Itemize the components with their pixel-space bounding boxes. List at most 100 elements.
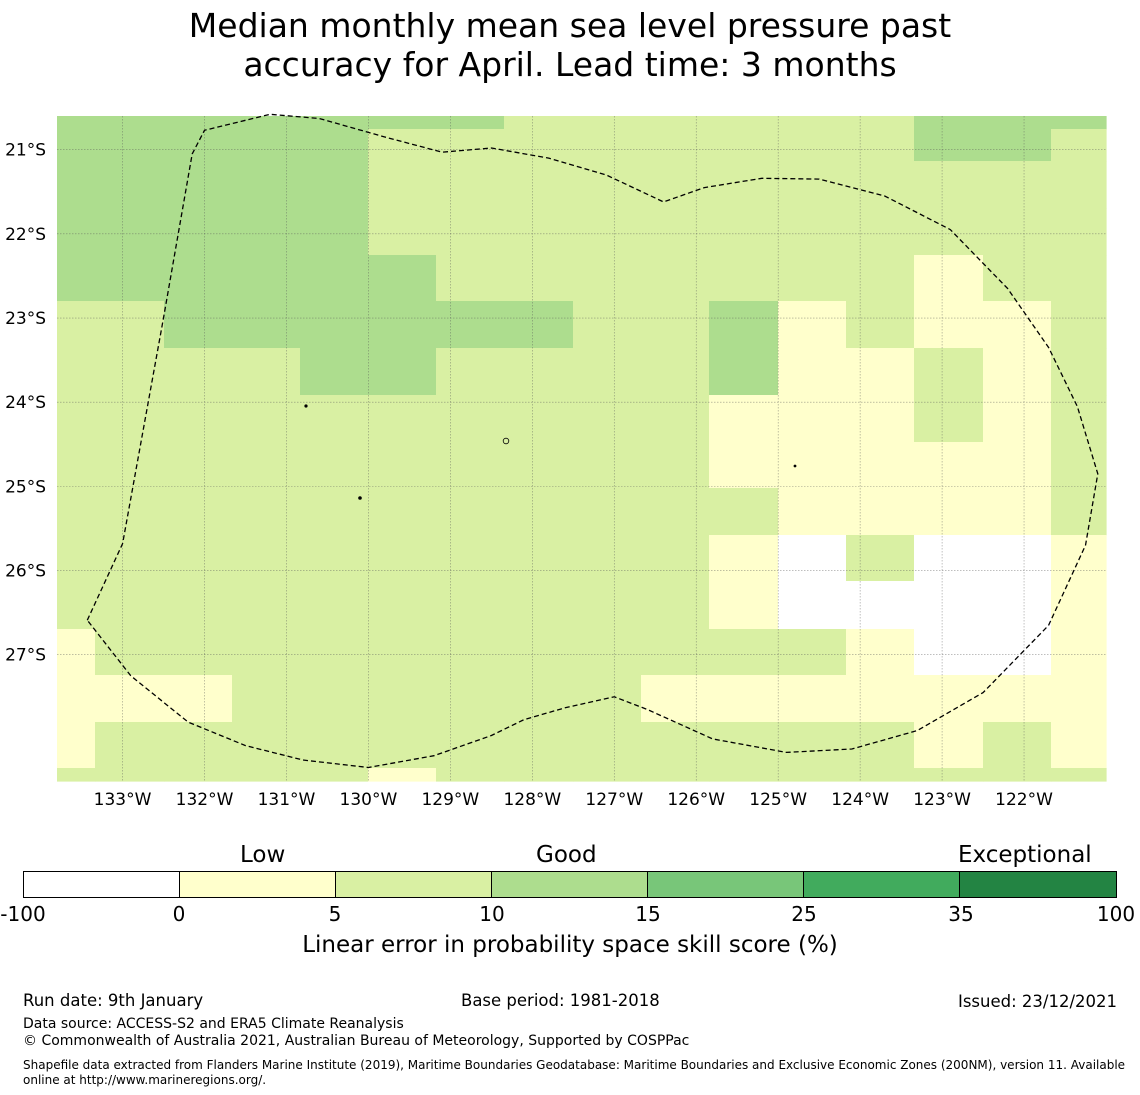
grid-cell	[641, 629, 710, 676]
grid-cell	[95, 129, 165, 162]
grid-cell	[368, 208, 437, 256]
grid-cell	[641, 675, 710, 723]
grid-cell	[983, 255, 1052, 302]
grid-cell	[436, 442, 505, 489]
grid-cell	[641, 301, 710, 349]
latitude-labels: 21°S 22°S 23°S 24°S 25°S 26°S 27°S	[5, 141, 46, 666]
grid-cell	[164, 255, 233, 302]
grid-cell	[232, 129, 301, 162]
grid-cell	[573, 488, 642, 536]
grid-cell	[504, 208, 574, 256]
grid-cell	[57, 129, 96, 162]
grid-cell	[436, 161, 505, 209]
grid-cell	[641, 208, 710, 256]
grid-cell	[778, 116, 847, 130]
latitude-label: 26°S	[5, 562, 46, 582]
grid-cell	[95, 348, 165, 396]
grid-cell	[368, 675, 437, 723]
grid-cell	[709, 488, 779, 536]
grid-cell	[846, 395, 915, 443]
grid-cell	[57, 348, 96, 396]
grid-cell	[368, 629, 437, 676]
grid-cell	[164, 488, 233, 536]
latitude-label: 27°S	[5, 646, 46, 666]
grid-cell	[641, 255, 710, 302]
grid-cell	[709, 535, 779, 582]
colorbar-tick: -100	[0, 902, 46, 926]
grid-cell	[778, 301, 847, 349]
grid-cell	[300, 768, 369, 782]
grid-cell	[983, 488, 1052, 536]
grid-cell	[164, 581, 233, 630]
grid-cell	[368, 116, 437, 130]
grid-cell	[573, 129, 642, 162]
grid-cell	[504, 675, 574, 723]
grid-cell	[914, 442, 984, 489]
grid-cell	[983, 675, 1052, 723]
grid-cell	[641, 348, 710, 396]
grid-cell	[436, 535, 505, 582]
grid-cell	[368, 395, 437, 443]
grid-cell	[983, 581, 1052, 630]
grid-cell	[504, 722, 574, 769]
grid-cell	[164, 442, 233, 489]
colorbar-tick: 35	[948, 902, 974, 926]
longitude-label: 123°W	[913, 790, 971, 810]
colorbar-segment	[960, 872, 1116, 897]
grid-cell	[573, 301, 642, 349]
grid-cell	[1051, 675, 1107, 723]
colorbar-segment	[492, 872, 648, 897]
grid-cell	[914, 255, 984, 302]
grid-cell	[709, 675, 779, 723]
grid-cell	[300, 161, 369, 209]
grid-cell	[164, 301, 233, 349]
colorbar-tick: 100	[1096, 902, 1136, 926]
grid-cell	[504, 629, 574, 676]
colorbar-tick: 10	[479, 902, 505, 926]
grid-cell	[1051, 768, 1107, 782]
grid-cell	[1051, 301, 1107, 349]
grid-cell	[95, 301, 165, 349]
grid-cell	[164, 348, 233, 396]
grid-cell	[504, 116, 574, 130]
grid-cell	[573, 348, 642, 396]
grid-cell	[573, 768, 642, 782]
grid-cell	[300, 535, 369, 582]
grid-cell	[1051, 116, 1107, 130]
grid-cell	[983, 116, 1052, 130]
grid-cell	[436, 129, 505, 162]
grid-cell	[436, 768, 505, 782]
grid-cell	[846, 722, 915, 769]
grid-cell	[57, 161, 96, 209]
grid-cell	[504, 581, 574, 630]
grid-cell	[368, 768, 437, 782]
grid-cell	[368, 255, 437, 302]
grid-cell	[95, 208, 165, 256]
islands	[304, 404, 797, 500]
grid-cell	[164, 535, 233, 582]
grid-cell	[846, 116, 915, 130]
grid-cell	[573, 535, 642, 582]
grid-cell	[368, 348, 437, 396]
grid-cell	[641, 535, 710, 582]
grid-cell	[368, 301, 437, 349]
grid-cell	[95, 722, 165, 769]
island	[358, 496, 362, 500]
grid-cell	[641, 488, 710, 536]
grid-cell	[914, 208, 984, 256]
grid-cell	[300, 116, 369, 130]
grid-cell	[778, 488, 847, 536]
grid-cell	[709, 629, 779, 676]
grid-cell	[1051, 581, 1107, 630]
longitude-label: 128°W	[503, 790, 561, 810]
grid-cell	[368, 535, 437, 582]
grid-cell	[778, 675, 847, 723]
title-line-1: Median monthly mean sea level pressure p…	[188, 6, 952, 45]
grid-cell	[504, 488, 574, 536]
grid-cell	[232, 348, 301, 396]
grid-cell	[573, 255, 642, 302]
longitude-label: 129°W	[421, 790, 479, 810]
grid-cell	[778, 395, 847, 443]
colorbar-segment	[180, 872, 336, 897]
colorbar-tick: 0	[172, 902, 186, 926]
